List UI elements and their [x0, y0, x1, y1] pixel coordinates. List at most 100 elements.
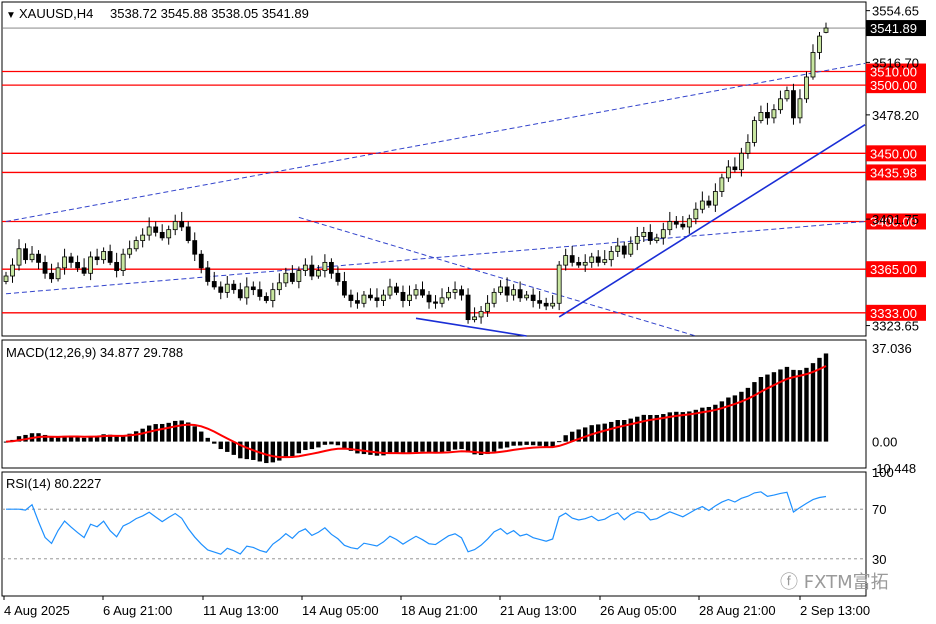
rsi-title: RSI(14) 80.2227 — [6, 476, 101, 491]
macd-bar — [133, 431, 139, 442]
macd-bar — [700, 407, 705, 442]
candle-body — [706, 200, 712, 206]
macd-bar — [530, 441, 536, 446]
candle-body — [550, 302, 556, 307]
macd-bar — [309, 441, 315, 450]
candle-body — [524, 294, 530, 299]
macd-bar — [342, 441, 347, 448]
macd-bar — [238, 441, 243, 459]
macd-bar — [413, 441, 419, 453]
candle-body — [400, 291, 406, 301]
price-panel[interactable] — [1, 1, 867, 337]
candle-body — [537, 300, 543, 304]
candle-body — [374, 297, 380, 301]
level-label-bg — [866, 77, 926, 94]
macd-bar — [49, 437, 54, 442]
level-label: 3435.98 — [870, 165, 917, 180]
macd-bar — [277, 441, 282, 461]
candle-body — [107, 251, 113, 263]
macd-bar — [823, 353, 829, 442]
candle-body — [3, 275, 9, 282]
candle-body — [276, 282, 282, 291]
candle-body — [563, 255, 569, 266]
candle-body — [641, 231, 647, 237]
candle-body — [680, 223, 686, 228]
macd-bar — [583, 427, 588, 442]
candle-body — [10, 264, 15, 277]
candle-body — [88, 256, 94, 274]
candle-body — [517, 289, 523, 299]
macd-bar — [374, 441, 380, 456]
macd-bar — [602, 423, 607, 442]
candle-body — [491, 291, 497, 304]
candle-body — [738, 152, 744, 171]
candle-body — [140, 234, 146, 241]
candle-body — [381, 294, 386, 301]
candle-body — [322, 261, 328, 271]
rsi-panel[interactable] — [1, 471, 867, 597]
time-tick-label: 28 Aug 21:00 — [699, 603, 776, 618]
candle-body — [387, 286, 393, 296]
candle-body — [569, 255, 575, 263]
candle-body — [413, 289, 419, 296]
macd-bar — [641, 414, 646, 442]
time-tick-label: 6 Aug 21:00 — [103, 603, 172, 618]
candle-body — [752, 120, 757, 143]
macd-bar — [732, 395, 738, 442]
chart-menu-arrow[interactable]: ▼ — [6, 10, 16, 21]
macd-bar — [797, 370, 803, 442]
macd-tick-label: 37.036 — [872, 341, 912, 356]
macd-bar — [114, 436, 119, 442]
candle-body — [660, 229, 666, 239]
candle-body — [686, 218, 692, 228]
candle-body — [309, 264, 315, 277]
macd-bar — [661, 414, 666, 442]
macd-bar — [75, 436, 80, 442]
descending-support-line — [415, 317, 527, 337]
macd-bar — [68, 435, 74, 442]
macd-bar — [433, 441, 438, 453]
macd-bar — [140, 428, 145, 442]
candle-body — [315, 270, 321, 277]
macd-bar — [88, 436, 93, 442]
level-label: 3400.00 — [870, 214, 917, 229]
macd-bar — [62, 435, 67, 442]
candle-body — [211, 281, 217, 288]
candle-body — [628, 242, 634, 255]
macd-bar — [817, 357, 822, 442]
macd-bar — [739, 391, 744, 442]
time-tick-label: 18 Aug 21:00 — [401, 603, 478, 618]
macd-bar — [439, 441, 445, 453]
candle-body — [23, 248, 28, 261]
candle-body — [263, 296, 269, 301]
candle-body — [394, 286, 399, 293]
candle-body — [771, 109, 777, 119]
macd-bar — [778, 369, 783, 442]
macd-bar — [179, 420, 184, 442]
descending-dashed — [298, 216, 696, 337]
macd-bar — [810, 363, 816, 442]
candle-body — [465, 294, 471, 321]
time-tick-label: 11 Aug 13:00 — [203, 603, 279, 618]
candle-body — [634, 236, 640, 244]
macd-bar — [550, 441, 555, 447]
macd-bar — [745, 387, 751, 442]
last-price-label: 3541.89 — [870, 21, 917, 36]
rsi-tick-label: 30 — [872, 552, 886, 567]
candle-body — [153, 226, 159, 233]
candle-body — [459, 289, 464, 296]
price-tick-label: 3516.70 — [872, 55, 919, 70]
macd-bar — [316, 441, 321, 448]
time-tick-label: 21 Aug 13:00 — [500, 603, 577, 618]
macd-bar — [719, 401, 725, 442]
candle-body — [693, 208, 699, 220]
macd-bar — [199, 431, 204, 442]
macd-bar — [107, 434, 113, 442]
level-label: 3500.00 — [870, 78, 917, 93]
macd-bar — [146, 425, 152, 442]
macd-bar — [244, 441, 249, 460]
candle-body — [368, 294, 373, 299]
macd-bar — [426, 441, 432, 453]
price-tick-label: 3478.20 — [872, 108, 919, 123]
